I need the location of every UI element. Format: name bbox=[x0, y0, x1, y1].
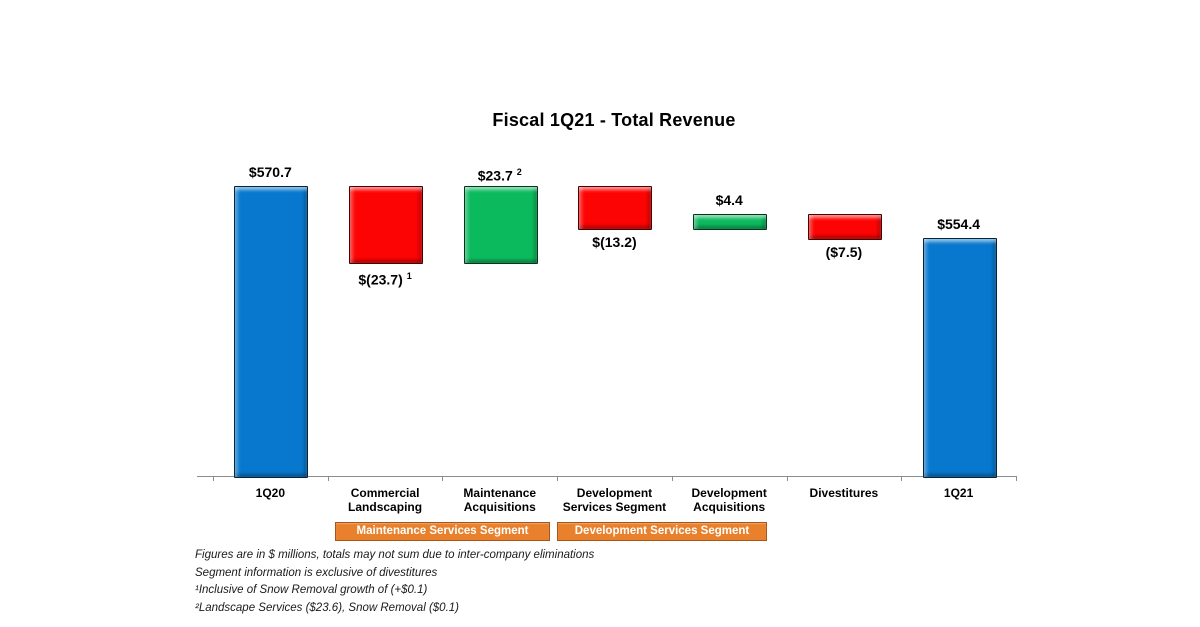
x-label-divestitures: Divestitures bbox=[809, 486, 879, 500]
segment-banner-development-services-segment: Development Services Segment bbox=[557, 522, 767, 541]
x-label-1q20: 1Q20 bbox=[255, 486, 286, 500]
segment-banner-maintenance-services-segment: Maintenance Services Segment bbox=[335, 522, 550, 541]
footnote-line: ²Landscape Services ($23.6), Snow Remova… bbox=[195, 601, 459, 614]
footnote-marker: 1 bbox=[406, 270, 412, 281]
chart-title: Fiscal 1Q21 - Total Revenue bbox=[492, 110, 736, 130]
bar-1q21 bbox=[922, 237, 997, 478]
x-label-1q21: 1Q21 bbox=[943, 486, 974, 500]
x-axis-line bbox=[197, 476, 1016, 477]
value-label-commercial-landscaping: $(23.7) 1 bbox=[358, 270, 412, 288]
bar-divestitures bbox=[807, 213, 882, 240]
value-label-1q20: $570.7 bbox=[248, 163, 292, 180]
footnote-line: Segment information is exclusive of dive… bbox=[195, 566, 438, 579]
footnote-marker: 2 bbox=[516, 166, 522, 177]
axis-tick bbox=[213, 476, 214, 481]
axis-tick bbox=[901, 476, 903, 481]
x-label-commercial-landscaping: Commercial Landscaping bbox=[348, 486, 423, 514]
x-label-maintenance-acquisitions: Maintenance Acquisitions bbox=[463, 486, 537, 514]
bar-development-acquisitions bbox=[693, 213, 768, 230]
axis-tick bbox=[327, 476, 329, 481]
axis-tick bbox=[671, 476, 673, 481]
axis-tick bbox=[557, 476, 559, 481]
value-label-development-acquisitions: $4.4 bbox=[715, 191, 743, 208]
bar-maintenance-acquisitions bbox=[463, 185, 538, 264]
axis-tick bbox=[786, 476, 788, 481]
value-label-maintenance-acquisitions: $23.7 2 bbox=[477, 166, 522, 184]
bar-commercial-landscaping bbox=[349, 185, 424, 264]
footnote-line: ¹Inclusive of Snow Removal growth of (+$… bbox=[195, 584, 428, 597]
axis-tick bbox=[442, 476, 444, 481]
value-label-development-services-segment: $(13.2) bbox=[592, 234, 637, 250]
chart-footnotes: Figures are in $ millions, totals may no… bbox=[195, 547, 594, 617]
bar-development-services-segment bbox=[578, 185, 653, 230]
x-label-development-acquisitions: Development Acquisitions bbox=[691, 486, 767, 514]
x-label-development-services-segment: Development Services Segment bbox=[562, 486, 667, 514]
axis-tick bbox=[1015, 476, 1017, 481]
bar-1q20 bbox=[234, 185, 309, 478]
value-label-divestitures: ($7.5) bbox=[825, 243, 863, 260]
value-label-1q21: $554.4 bbox=[937, 215, 981, 232]
footnote-line: Figures are in $ millions, totals may no… bbox=[195, 549, 595, 561]
